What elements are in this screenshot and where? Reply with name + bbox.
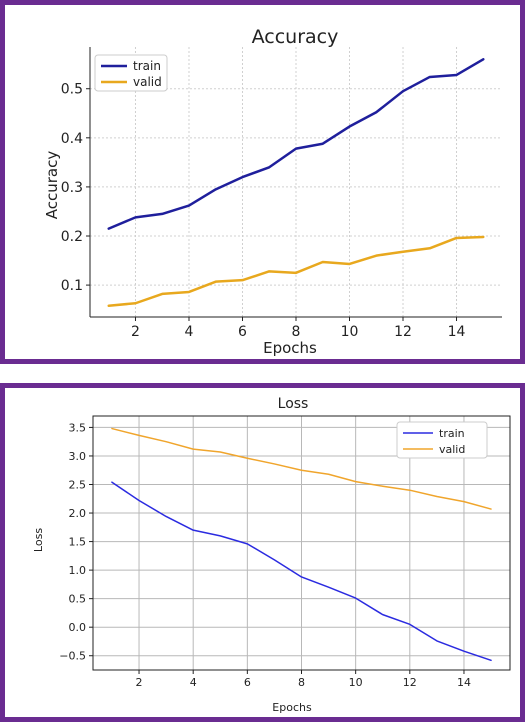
loss-chart-title: Loss	[278, 396, 309, 412]
accuracy-x-axis-label: Epochs	[263, 339, 317, 357]
loss-y-tick-label: −0.5	[59, 650, 86, 663]
loss-x-tick-label: 14	[457, 676, 471, 689]
loss-chart-panel: Loss Epochs Loss 2 4 6 8 10 12 14 −0.5 0.0 0.5 1.0…	[0, 383, 525, 722]
loss-legend-label-train: train	[439, 427, 465, 440]
loss-y-tick-label: 0.5	[69, 593, 87, 606]
loss-y-tick-label: 3.5	[69, 421, 87, 434]
loss-y-tick-label: 2.0	[69, 507, 87, 520]
accuracy-y-axis-label: Accuracy	[43, 151, 61, 220]
loss-x-tick-label: 4	[190, 676, 197, 689]
loss-chart: Loss Epochs Loss 2 4 6 8 10 12 14 −0.5 0.0 0.5 1.0…	[32, 396, 511, 714]
loss-y-tick-label: 2.5	[69, 478, 87, 491]
accuracy-legend-label-valid: valid	[133, 75, 162, 89]
loss-x-axis-label: Epochs	[272, 701, 312, 714]
accuracy-x-tick-label: 14	[448, 324, 466, 340]
accuracy-series-valid-line	[107, 235, 485, 307]
loss-y-tick-label: 3.0	[69, 450, 87, 463]
accuracy-x-tick-label: 6	[238, 324, 247, 340]
loss-series-train-line	[111, 481, 492, 662]
accuracy-chart: Accuracy Epochs Accuracy 2 4 6 8 10 12 14 0.1 0.…	[43, 26, 502, 357]
loss-x-tick-label: 8	[298, 676, 305, 689]
loss-y-axis-label: Loss	[32, 528, 45, 552]
loss-legend-label-valid: valid	[439, 443, 465, 456]
loss-y-tick-label: 1.5	[69, 536, 87, 549]
accuracy-x-tick-label: 8	[292, 324, 301, 340]
accuracy-y-tick-label: 0.3	[61, 180, 83, 196]
loss-y-tick-label: 0.0	[69, 621, 87, 634]
accuracy-y-tick-label: 0.4	[61, 131, 83, 147]
loss-x-tick-label: 2	[136, 676, 143, 689]
loss-x-tick-label: 12	[403, 676, 417, 689]
accuracy-y-tick-label: 0.2	[61, 229, 83, 245]
accuracy-chart-title: Accuracy	[252, 26, 339, 48]
accuracy-x-tick-label: 10	[341, 324, 359, 340]
loss-y-tick-label: 1.0	[69, 564, 87, 577]
accuracy-x-tick-label: 12	[394, 324, 412, 340]
accuracy-series-train-line	[107, 58, 485, 230]
accuracy-y-tick-label: 0.1	[61, 278, 83, 294]
loss-x-tick-label: 6	[244, 676, 251, 689]
accuracy-legend-label-train: train	[133, 59, 161, 73]
accuracy-y-tick-label: 0.5	[61, 82, 83, 98]
loss-series-valid-line	[111, 427, 492, 510]
accuracy-x-tick-label: 2	[131, 324, 140, 340]
loss-x-tick-label: 10	[349, 676, 363, 689]
accuracy-chart-panel: Accuracy Epochs Accuracy 2 4 6 8 10 12 14 0.1 0.…	[0, 0, 525, 364]
accuracy-x-tick-label: 4	[185, 324, 194, 340]
